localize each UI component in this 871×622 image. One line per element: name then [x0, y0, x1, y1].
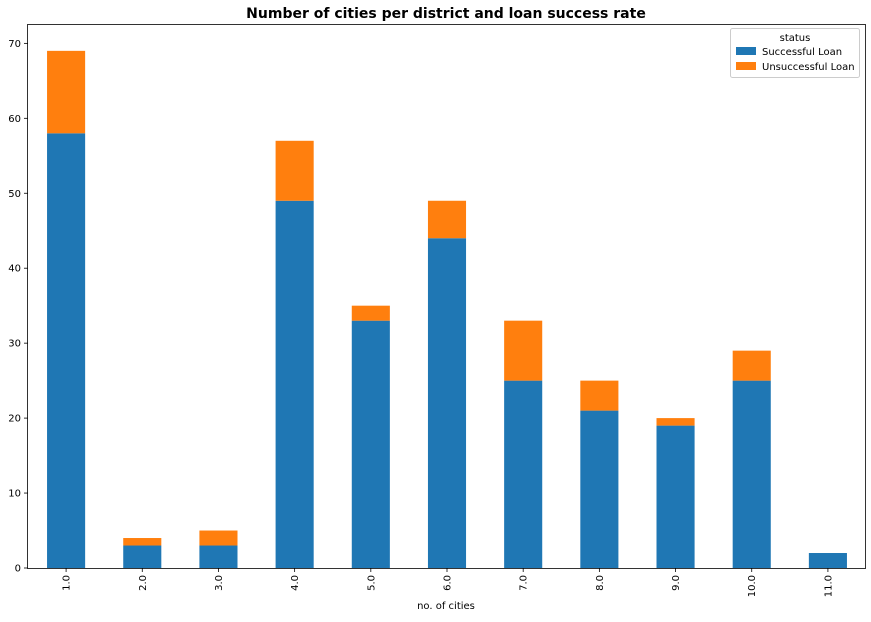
bar-unsuccessful-9 — [656, 418, 695, 426]
y-tick-label: 40 — [8, 264, 21, 275]
bar-successful-2 — [123, 545, 162, 568]
bar-successful-11 — [808, 553, 847, 568]
x-tick-label: 7.0 — [519, 575, 530, 591]
bar-unsuccessful-1 — [47, 50, 86, 134]
plot-frame — [27, 24, 866, 569]
bar-successful-3 — [199, 545, 238, 568]
bar-successful-1 — [47, 133, 86, 568]
x-tick-label: 1.0 — [62, 575, 73, 591]
x-tick-label: 5.0 — [366, 575, 377, 591]
legend-label-successful: Successful Loan — [762, 47, 842, 58]
x-tick-label: 11.0 — [823, 575, 834, 597]
legend-title: status — [780, 33, 811, 44]
bar-unsuccessful-5 — [351, 305, 390, 321]
legend: status Successful Loan Unsuccessful Loan — [730, 28, 860, 78]
y-tick-label: 60 — [8, 114, 21, 125]
y-tick-label: 70 — [8, 39, 21, 50]
chart-title: Number of cities per district and loan s… — [246, 6, 646, 22]
legend-label-unsuccessful: Unsuccessful Loan — [762, 62, 855, 73]
bar-successful-4 — [275, 200, 314, 569]
x-tick-label: 4.0 — [290, 575, 301, 591]
x-tick-label: 2.0 — [138, 575, 149, 591]
x-axis-label: no. of cities — [417, 601, 475, 612]
x-tick-label: 6.0 — [443, 575, 454, 591]
bar-successful-7 — [504, 380, 543, 568]
y-tick-label: 50 — [8, 189, 21, 200]
legend-frame — [730, 28, 860, 78]
bar-unsuccessful-7 — [504, 320, 543, 381]
bar-successful-6 — [427, 238, 467, 569]
y-axis: 0 10 20 30 40 50 60 70 — [8, 39, 28, 575]
legend-swatch-unsuccessful — [736, 62, 756, 70]
bars — [47, 50, 847, 569]
legend-entries: Successful Loan Unsuccessful Loan — [736, 47, 855, 73]
legend-swatch-successful — [736, 47, 756, 55]
bar-successful-8 — [580, 410, 619, 568]
y-tick-label: 30 — [8, 339, 21, 350]
bar-unsuccessful-4 — [275, 140, 314, 201]
bar-unsuccessful-6 — [427, 200, 467, 239]
bar-unsuccessful-3 — [199, 530, 238, 546]
x-tick-label: 9.0 — [671, 575, 682, 591]
bar-successful-10 — [732, 380, 771, 568]
x-tick-label: 10.0 — [747, 575, 758, 597]
x-tick-label: 3.0 — [214, 575, 225, 591]
bar-successful-5 — [351, 320, 390, 568]
bar-unsuccessful-2 — [123, 538, 162, 546]
bar-successful-9 — [656, 425, 695, 568]
bar-unsuccessful-10 — [732, 350, 771, 381]
y-tick-label: 0 — [15, 564, 21, 575]
x-axis: 1.0 2.0 3.0 4.0 5.0 6.0 7.0 8.0 9.0 10.0 11.0 — [62, 568, 834, 597]
x-tick-label: 8.0 — [595, 575, 606, 591]
y-tick-label: 20 — [8, 414, 21, 425]
y-tick-label: 10 — [8, 489, 21, 500]
bar-unsuccessful-8 — [580, 380, 619, 411]
